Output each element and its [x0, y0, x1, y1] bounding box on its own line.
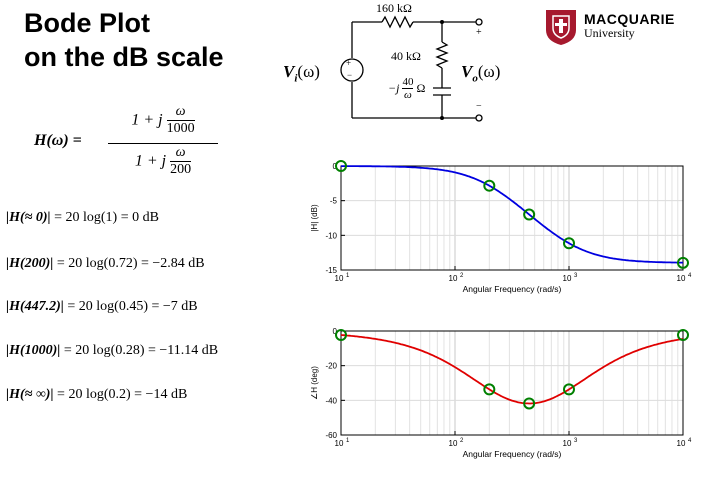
- y-tick-label: 0: [333, 327, 338, 336]
- x-tick-label: 10: [677, 274, 686, 283]
- circuit-diagram: [340, 15, 483, 122]
- y-tick-label: -10: [325, 231, 337, 240]
- den-prefix: 1 + j: [134, 152, 167, 170]
- series-resistor-label: 160 kΩ: [376, 1, 412, 15]
- y-tick-label: -40: [325, 396, 337, 405]
- vout-arg: (ω): [477, 62, 501, 81]
- equation-1-lhs: |H(≈ 0)|: [6, 210, 51, 225]
- title-line-1: Bode Plot: [24, 8, 150, 38]
- x-tick-label: 10: [563, 274, 572, 283]
- vin-arg: (ω): [297, 62, 320, 81]
- equation-5-lhs: |H(≈ ∞)|: [6, 387, 54, 402]
- x-tick-label: 10: [563, 439, 572, 448]
- num-frac-top: ω: [166, 104, 195, 121]
- equation-1-rhs: = 20 log(1) = 0 dB: [50, 210, 159, 225]
- shunt-resistor-label: 40 kΩ: [391, 49, 421, 63]
- shield-icon: [546, 10, 576, 45]
- x-tick-label: 10: [449, 274, 458, 283]
- capacitor-prefix: −j: [388, 81, 400, 95]
- y-tick-label: -60: [325, 431, 337, 440]
- input-voltage-label: Vi(ω): [283, 62, 320, 84]
- source-minus: −: [347, 70, 353, 80]
- transfer-numerator: 1 + j ω 1000: [108, 104, 218, 137]
- num-frac-bot: 1000: [166, 121, 195, 136]
- output-minus: −: [476, 101, 482, 112]
- vout-sub: o: [472, 72, 478, 85]
- x-tick-label: 10: [335, 439, 344, 448]
- series-line: [341, 165, 683, 264]
- x-tick-exponent: 2: [460, 273, 464, 279]
- den-frac-top: ω: [170, 145, 192, 162]
- y-axis-label: ∠H (deg): [310, 366, 319, 400]
- data-point-marker: [523, 208, 536, 221]
- equation-2: |H(200)| = 20 log(0.72) = −2.84 dB: [6, 256, 205, 272]
- equation-2-lhs: |H(200)|: [6, 256, 54, 271]
- data-point-marker: [523, 397, 536, 410]
- source-plus: +: [346, 58, 352, 68]
- output-plus: +: [476, 27, 482, 38]
- den-frac-bot: 200: [170, 162, 192, 177]
- y-tick-label: -15: [325, 266, 337, 275]
- x-tick-exponent: 1: [346, 438, 350, 444]
- title-line-2: on the dB scale: [24, 42, 224, 72]
- logo-name-line-2: University: [584, 26, 635, 40]
- capacitor-num: 40: [402, 76, 414, 89]
- fraction-bar: [108, 143, 218, 144]
- data-point-marker: [563, 237, 575, 250]
- data-point-marker: [677, 328, 689, 341]
- capacitor-unit: Ω: [416, 81, 426, 95]
- equation-4-rhs: = 20 log(0.28) = −11.14 dB: [60, 343, 219, 358]
- x-tick-exponent: 4: [688, 273, 692, 279]
- equation-3-rhs: = 20 log(0.45) = −7 dB: [63, 299, 198, 314]
- x-axis-label: Angular Frequency (rad/s): [463, 284, 562, 294]
- equation-5: |H(≈ ∞)| = 20 log(0.2) = −14 dB: [6, 387, 187, 403]
- vin-sub: i: [294, 72, 298, 85]
- y-axis-label: |H| (dB): [310, 204, 319, 232]
- data-point-marker: [335, 160, 347, 172]
- equation-4-lhs: |H(1000)|: [6, 343, 61, 358]
- output-voltage-label: Vo(ω): [461, 62, 500, 84]
- series-line: [340, 334, 684, 405]
- plot-frame: [340, 165, 684, 271]
- equation-1: |H(≈ 0)| = 20 log(1) = 0 dB: [6, 210, 159, 226]
- x-tick-label: 10: [449, 439, 458, 448]
- capacitor-den: ω: [404, 89, 412, 101]
- equation-5-rhs: = 20 log(0.2) = −14 dB: [53, 387, 188, 402]
- y-tick-label: -5: [330, 197, 338, 206]
- logo-name-line-1: MACQUARIE: [584, 11, 675, 27]
- x-tick-exponent: 2: [460, 438, 464, 444]
- capacitor-impedance-label: −j 40 ω Ω: [388, 76, 425, 101]
- transfer-fraction: 1 + j ω 1000 1 + j ω 200: [108, 104, 218, 184]
- transfer-lhs: H(ω) =: [34, 132, 82, 149]
- data-point-marker: [483, 383, 496, 396]
- x-tick-exponent: 4: [688, 438, 692, 444]
- x-axis-label: Angular Frequency (rad/s): [463, 449, 562, 459]
- data-point-marker: [335, 328, 347, 341]
- num-prefix: 1 + j: [131, 111, 163, 129]
- equation-2-rhs: = 20 log(0.72) = −2.84 dB: [53, 256, 205, 271]
- x-tick-exponent: 3: [574, 438, 578, 444]
- x-tick-exponent: 1: [346, 273, 350, 279]
- x-tick-label: 10: [335, 274, 344, 283]
- transfer-denominator: 1 + j ω 200: [108, 145, 218, 178]
- plot-frame: [340, 330, 684, 436]
- slide-title: Bode Plot on the dB scale: [24, 6, 224, 74]
- x-tick-exponent: 3: [574, 273, 578, 279]
- equation-3: |H(447.2)| = 20 log(0.45) = −7 dB: [6, 299, 198, 315]
- data-point-marker: [563, 383, 575, 396]
- equation-4: |H(1000)| = 20 log(0.28) = −11.14 dB: [6, 343, 218, 359]
- x-tick-label: 10: [677, 439, 686, 448]
- transfer-function: H(ω) = 1 + j ω 1000 1 + j ω 200: [34, 104, 218, 184]
- equation-3-lhs: |H(447.2)|: [6, 299, 64, 314]
- y-tick-label: -20: [325, 362, 337, 371]
- data-point-marker: [483, 179, 496, 192]
- data-point-marker: [677, 256, 689, 269]
- vout-symbol: V: [461, 62, 473, 81]
- vin-symbol: V: [283, 62, 295, 81]
